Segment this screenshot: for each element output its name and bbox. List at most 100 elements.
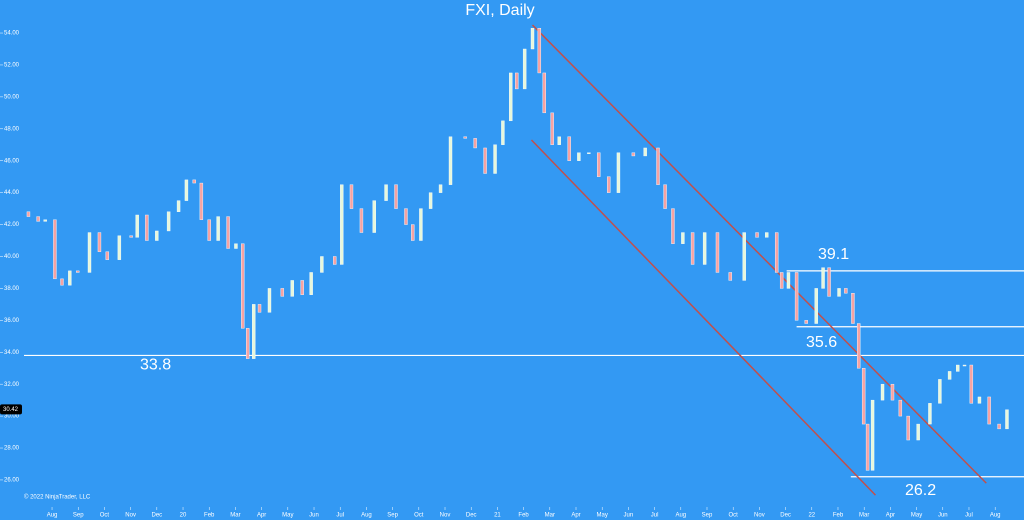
candle-body [821, 267, 825, 289]
candle-body [597, 152, 601, 177]
candle-body [557, 136, 561, 145]
x-tick-label: Jun [624, 513, 634, 519]
candle-body [656, 147, 660, 185]
candle-body [997, 423, 1001, 430]
y-tick-label: 28.00 [4, 446, 20, 452]
y-tick-label: 30.00 [4, 414, 20, 420]
x-tick-label: May [911, 513, 922, 519]
y-tick-label: 26.00 [4, 478, 20, 484]
candle-body [320, 256, 324, 273]
candle-body [53, 219, 57, 280]
candle-body [199, 182, 204, 220]
candle-body [241, 243, 245, 329]
y-tick-label: 50.00 [4, 94, 20, 100]
candle-body [473, 138, 477, 149]
x-tick-label: Dec [151, 513, 162, 519]
x-tick-label: Nov [125, 513, 136, 519]
candle-body [359, 208, 364, 233]
candle-body [117, 235, 122, 260]
candle-body [865, 423, 870, 471]
candle-body [192, 179, 196, 184]
x-tick-label: Sep [73, 513, 84, 519]
y-tick-label: 52.00 [4, 63, 20, 69]
x-tick-label: Apr [571, 513, 580, 519]
x-tick-label: 21 [494, 513, 501, 519]
candle-body [702, 232, 707, 265]
candle-body [155, 230, 159, 241]
x-tick-label: Nov [440, 513, 451, 519]
candle-body [207, 219, 211, 241]
candle-body [515, 72, 519, 90]
candle-body [300, 280, 304, 295]
candle-body [349, 184, 354, 209]
candle-body [856, 323, 861, 369]
price-level-label: 26.2 [905, 482, 936, 499]
candle-body [663, 184, 667, 209]
x-tick-label: Aug [361, 513, 372, 519]
price-level-label: 35.6 [806, 334, 837, 351]
x-tick-label: 20 [180, 513, 187, 519]
x-tick-label: Sep [387, 513, 398, 519]
x-tick-label: Dec [780, 513, 791, 519]
y-tick-label: 32.00 [4, 382, 20, 388]
candle-body [234, 243, 238, 249]
x-tick-label: Jun [938, 513, 948, 519]
candle-body [616, 152, 621, 193]
candle-body [607, 176, 611, 193]
candle-body [827, 267, 831, 297]
candle-body [742, 232, 746, 281]
candle-body [463, 136, 467, 139]
candle-body [906, 415, 910, 441]
last-price-label: 30.42 [3, 407, 19, 413]
candle-body [166, 211, 171, 232]
candle-body [969, 364, 974, 404]
y-tick-label: 40.00 [4, 254, 20, 260]
chart-title: FXI, Daily [465, 2, 534, 19]
price-level-label: 39.1 [818, 246, 849, 263]
candle-body [419, 208, 423, 241]
x-tick-label: Oct [729, 513, 739, 519]
candle-body [804, 320, 808, 324]
candle-body [340, 184, 344, 265]
x-tick-label: Jun [309, 513, 319, 519]
candle-body [290, 280, 294, 297]
candle-body [916, 423, 920, 441]
candle-body [252, 304, 256, 359]
candle-body [947, 371, 952, 380]
copyright: © 2022 NinjaTrader, LLC [24, 494, 91, 501]
x-tick-label: Feb [518, 513, 529, 519]
y-tick-label: 48.00 [4, 126, 20, 132]
y-tick-label: 46.00 [4, 158, 20, 164]
candle-body [786, 272, 791, 289]
x-tick-label: Mar [545, 513, 555, 519]
x-tick-label: Jul [651, 513, 659, 519]
y-tick-label: 38.00 [4, 286, 20, 292]
candle-body [428, 192, 433, 209]
candle-body [522, 48, 527, 90]
candle-body [550, 112, 554, 145]
candle-body [861, 368, 866, 425]
x-tick-label: Oct [100, 513, 110, 519]
candle-body [483, 147, 487, 174]
candle-body [226, 216, 230, 249]
candle-body [794, 272, 799, 321]
trend-line [530, 139, 876, 496]
candle-body [280, 288, 285, 297]
price-level-label: 33.8 [140, 357, 171, 374]
candle-body [938, 379, 942, 404]
candle-body [145, 214, 149, 241]
candle-body [509, 72, 513, 122]
x-tick-label: Oct [414, 513, 424, 519]
candle-body [631, 152, 636, 157]
x-tick-label: Mar [230, 513, 240, 519]
candle-body [530, 28, 535, 50]
candle-body [97, 232, 102, 252]
candle-body [890, 383, 895, 401]
x-tick-label: Aug [675, 513, 686, 519]
x-tick-label: 22 [808, 513, 815, 519]
y-tick-label: 54.00 [4, 31, 20, 37]
x-tick-label: Jul [965, 513, 973, 519]
candle-body [411, 224, 415, 241]
candle-body [837, 288, 841, 297]
candle-body [36, 216, 40, 222]
